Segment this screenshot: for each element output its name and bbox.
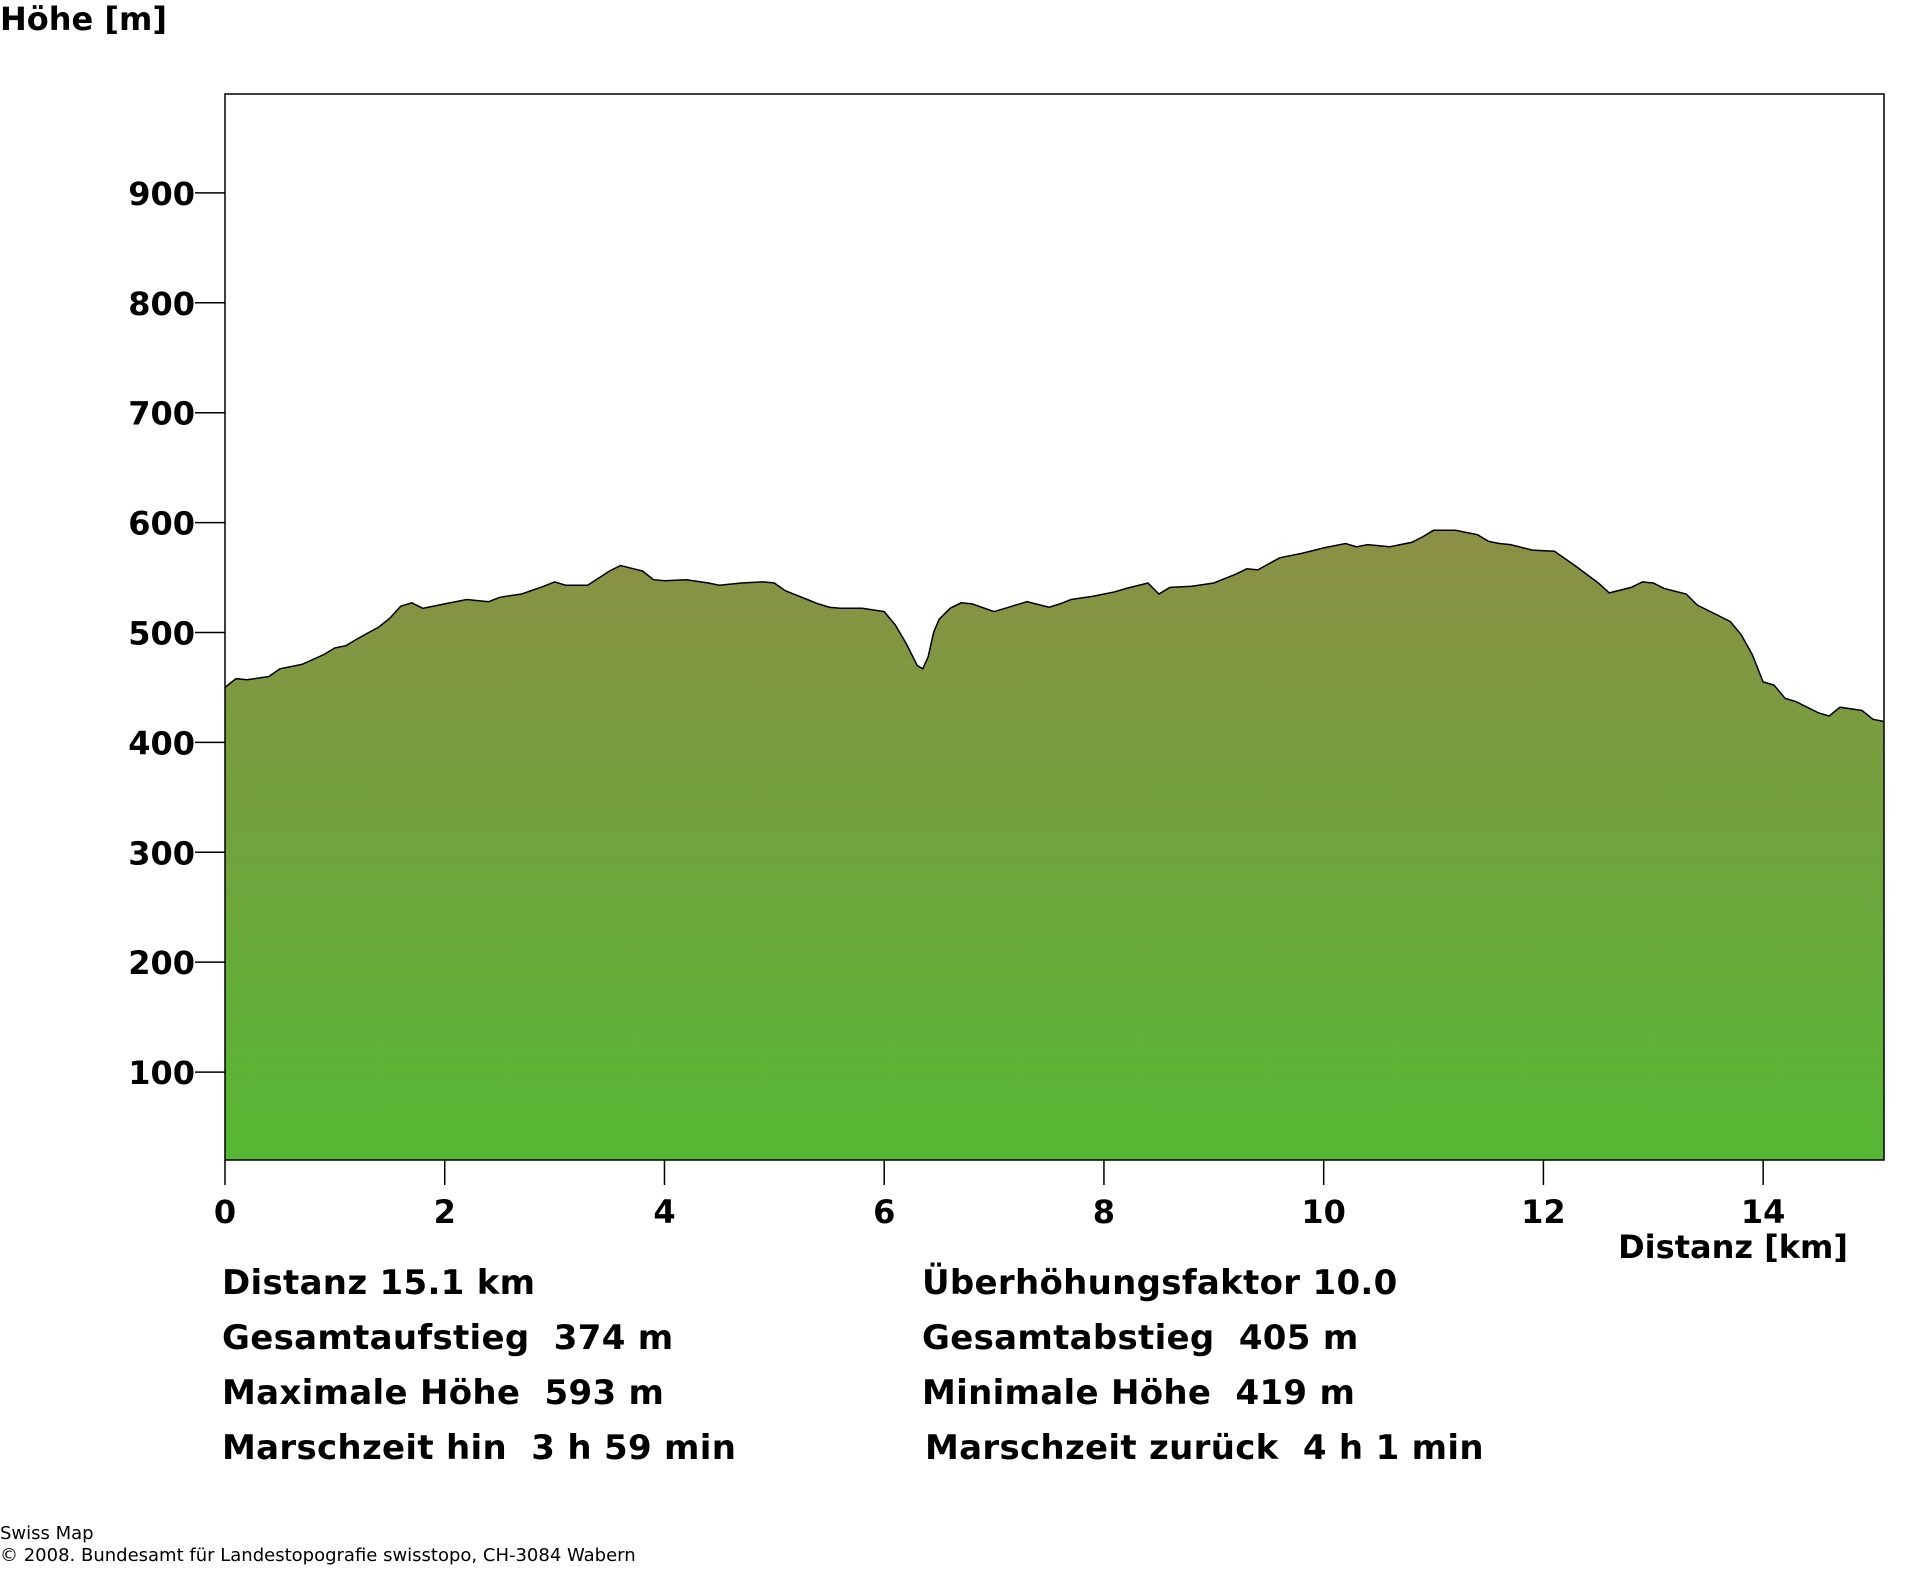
- y-axis-label: Höhe [m]: [0, 0, 167, 38]
- x-axis-label: Distanz [km]: [1618, 1228, 1848, 1266]
- y-tick-label: 400: [128, 724, 195, 762]
- x-tick-label: 10: [1301, 1193, 1346, 1231]
- stat-distanz: Distanz 15.1 km: [222, 1263, 536, 1303]
- x-tick-label: 2: [434, 1193, 456, 1231]
- y-tick-label: 600: [128, 505, 195, 543]
- elevation-line: [224, 529, 1885, 723]
- x-tick-label: 4: [653, 1193, 675, 1231]
- footer-copyright: © 2008. Bundesamt für Landestopografie s…: [0, 1545, 636, 1566]
- stat-gesamtabstieg: Gesamtabstieg 405 m: [922, 1318, 1359, 1358]
- x-tick-label: 6: [873, 1193, 895, 1231]
- stat-minimale-hoehe: Minimale Höhe 419 m: [922, 1373, 1356, 1413]
- x-tick-label: 0: [214, 1193, 236, 1231]
- x-tick-label: 8: [1093, 1193, 1115, 1231]
- y-tick-label: 100: [128, 1054, 195, 1092]
- y-tick-label: 500: [128, 614, 195, 652]
- stat-marschzeit-zurueck: Marschzeit zurück 4 h 1 min: [925, 1428, 1484, 1468]
- y-tick-label: 700: [128, 395, 195, 433]
- elevation-area: [225, 530, 1884, 1160]
- stat-marschzeit-hin: Marschzeit hin 3 h 59 min: [222, 1428, 737, 1468]
- stat-ueberhoehungsfaktor: Überhöhungsfaktor 10.0: [922, 1263, 1398, 1303]
- stat-maximale-hoehe: Maximale Höhe 593 m: [222, 1373, 665, 1413]
- y-tick-label: 300: [128, 834, 195, 872]
- y-tick-label: 800: [128, 285, 195, 323]
- x-tick-label: 14: [1741, 1193, 1786, 1231]
- footer-swiss-map: Swiss Map: [0, 1523, 94, 1544]
- y-tick-label: 200: [128, 944, 195, 982]
- y-tick-label: 900: [128, 175, 195, 213]
- x-tick-label: 12: [1521, 1193, 1566, 1231]
- plot-frame: [224, 93, 1885, 1161]
- stat-gesamtaufstieg: Gesamtaufstieg 374 m: [222, 1318, 674, 1358]
